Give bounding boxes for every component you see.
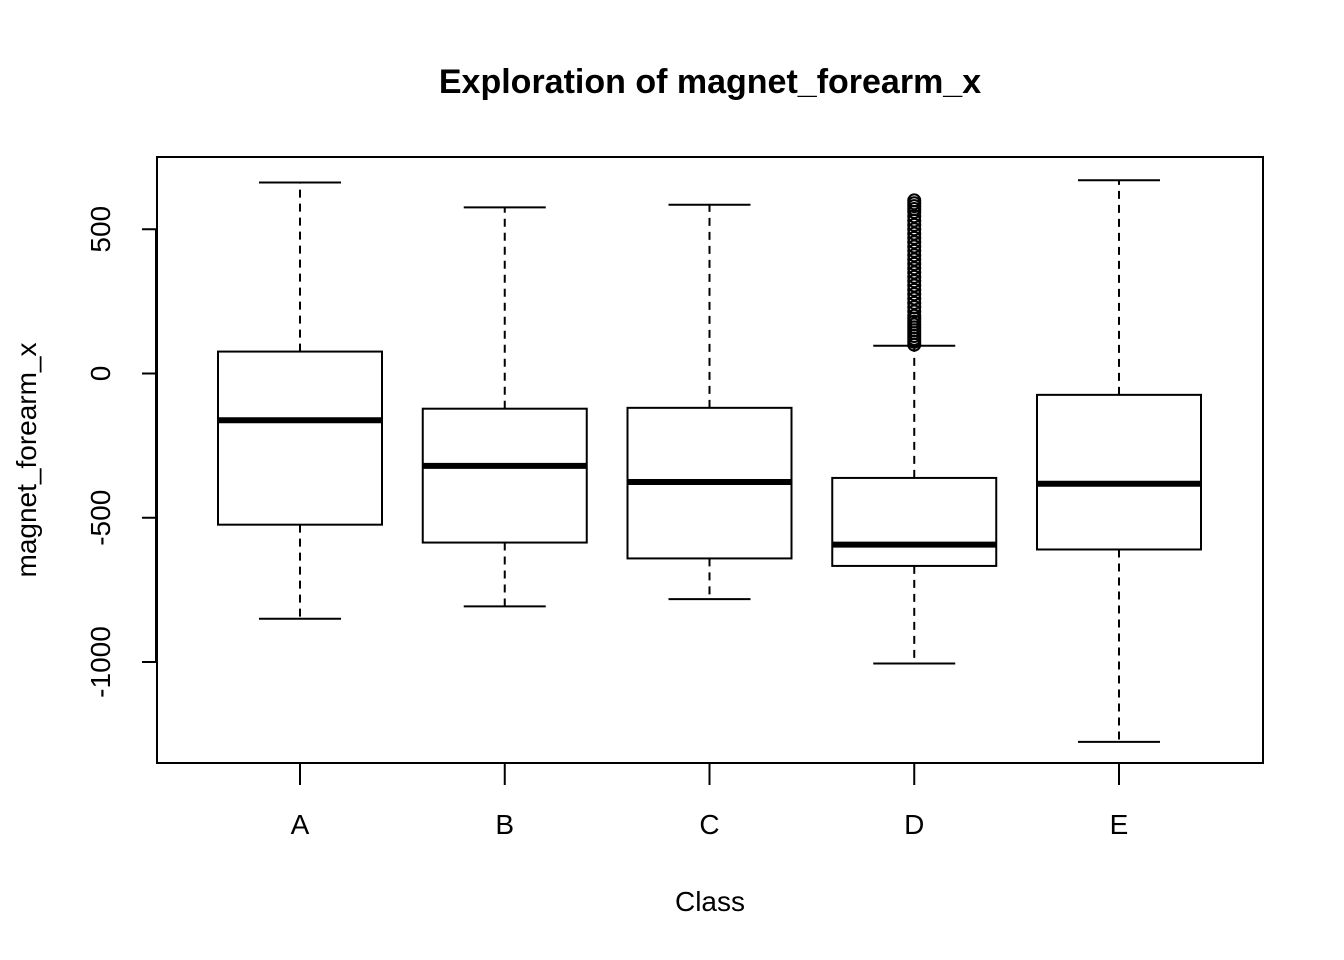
x-tick-label: A (291, 809, 310, 840)
chart-title: Exploration of magnet_forearm_x (439, 63, 981, 101)
y-tick-label: -1000 (85, 626, 116, 698)
x-axis-label: Class (675, 886, 745, 917)
y-axis: -1000 -500 0 500 (85, 206, 157, 698)
box-A (217, 181, 383, 620)
iqr-box (217, 350, 383, 526)
box-B (421, 206, 588, 608)
iqr-box (1036, 393, 1202, 551)
iqr-box (831, 476, 998, 567)
x-tick-label: D (904, 809, 924, 840)
y-tick-label: 0 (85, 366, 116, 382)
box-E (1036, 179, 1202, 743)
iqr-box (421, 407, 588, 544)
boxes-group (217, 179, 1202, 743)
box-D (831, 193, 998, 665)
y-tick-label: 500 (85, 206, 116, 253)
x-axis: A B C D E (291, 762, 1129, 840)
y-tick-label: -500 (85, 490, 116, 546)
x-tick-label: E (1110, 809, 1129, 840)
x-tick-label: B (495, 809, 514, 840)
y-axis-label: magnet_forearm_x (11, 342, 42, 577)
x-tick-label: C (699, 809, 719, 840)
outlier-point (907, 193, 922, 208)
box-C (626, 203, 793, 601)
